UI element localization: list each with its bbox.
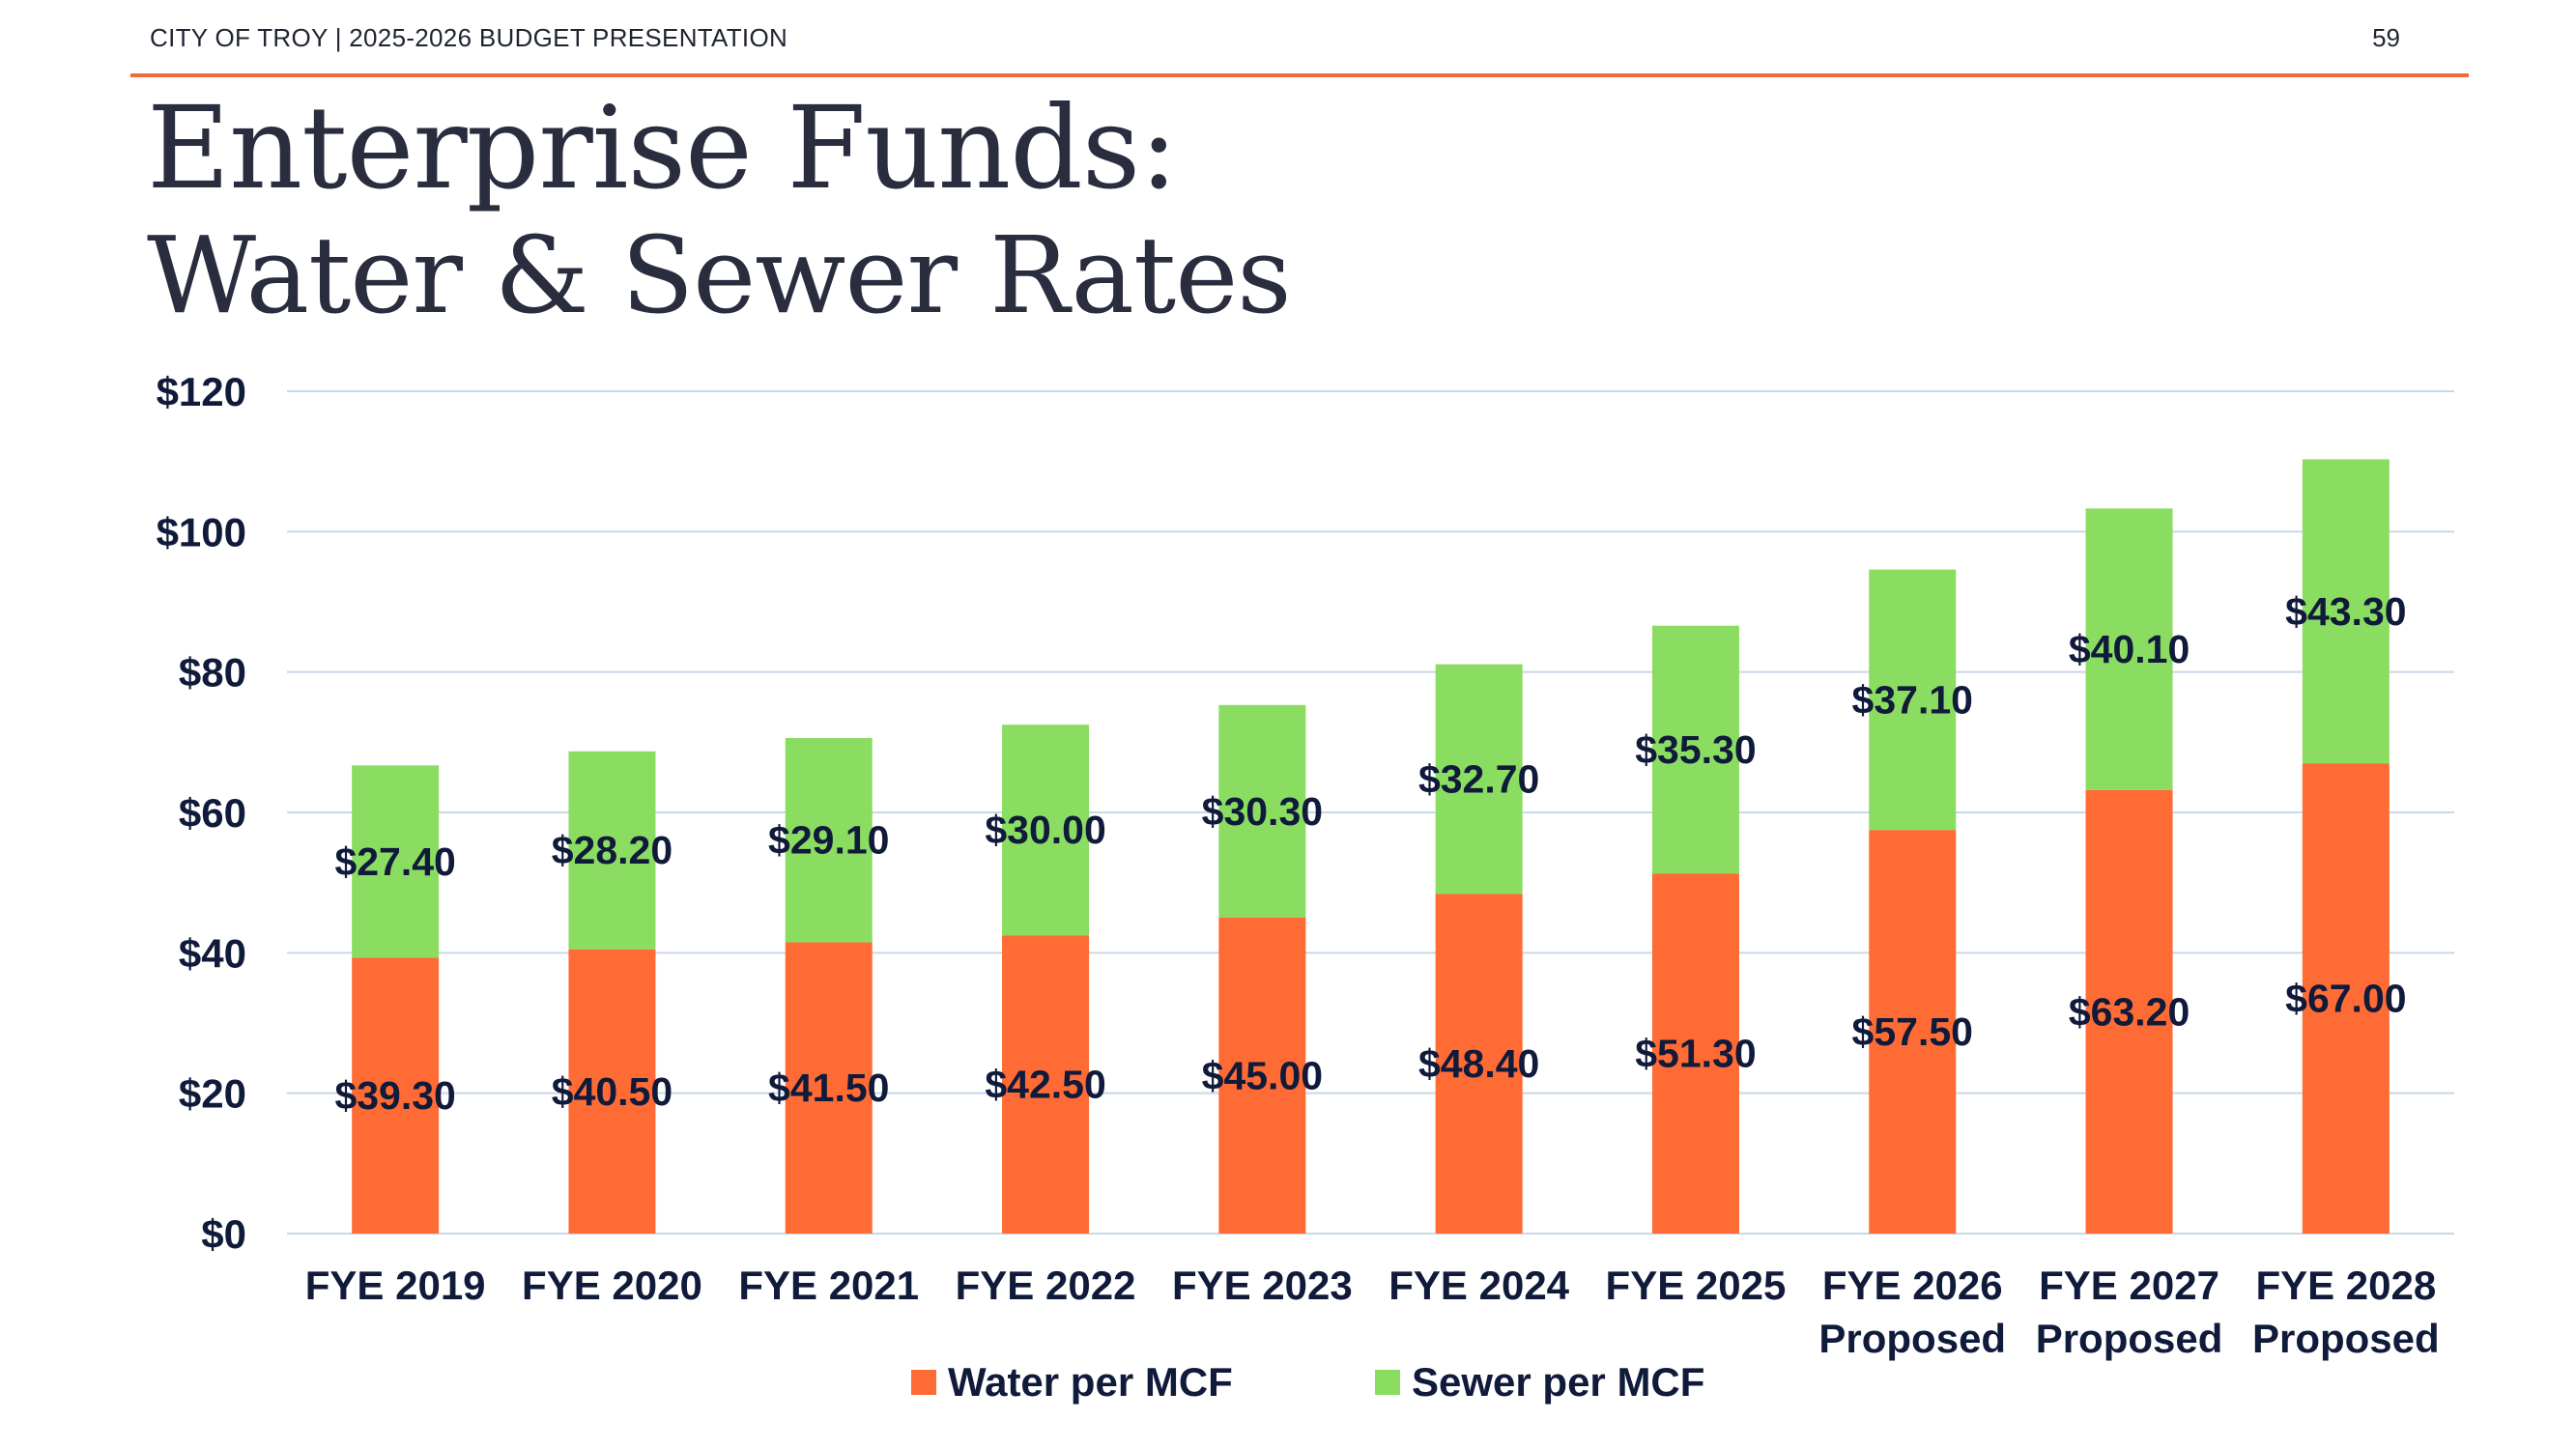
data-label-sewer: $28.20 — [552, 828, 673, 872]
x-category-label: Proposed — [2036, 1316, 2223, 1361]
x-category-label: FYE 2019 — [305, 1263, 486, 1308]
bar-sewer — [1002, 724, 1090, 936]
bar-sewer — [2302, 459, 2390, 764]
legend-label: Water per MCF — [948, 1359, 1233, 1405]
header-divider — [130, 73, 2469, 77]
data-label-sewer: $27.40 — [334, 839, 455, 884]
data-label-water: $67.00 — [2285, 977, 2406, 1021]
data-label-water: $48.40 — [1418, 1041, 1539, 1086]
bar-sewer — [1869, 569, 1957, 831]
bar-water — [2085, 789, 2173, 1234]
bar-water — [568, 949, 656, 1234]
data-label-water: $40.50 — [552, 1069, 673, 1114]
y-tick-label: $20 — [179, 1071, 246, 1117]
presentation-header: CITY OF TROY | 2025-2026 BUDGET PRESENTA… — [150, 23, 788, 52]
data-label-sewer: $30.30 — [1202, 789, 1323, 834]
data-label-water: $41.50 — [768, 1065, 889, 1110]
data-labels: $39.30 $27.40 $40.50 $28.20 $41.50 $29.10 $42.… — [334, 589, 2406, 1118]
page-number: 59 — [2372, 23, 2400, 52]
bar-sewer — [785, 737, 873, 943]
y-tick-label: $120 — [157, 369, 246, 414]
x-category-label: FYE 2026 — [1822, 1263, 2003, 1308]
page-title: Enterprise Funds: — [147, 81, 1178, 214]
x-category-label: FYE 2023 — [1172, 1263, 1353, 1308]
x-category-label: Proposed — [2252, 1316, 2440, 1361]
data-label-water: $42.50 — [985, 1063, 1105, 1107]
legend-label: Sewer per MCF — [1412, 1359, 1704, 1405]
x-category-label: FYE 2024 — [1388, 1263, 1569, 1308]
x-category-label: FYE 2027 — [2039, 1263, 2219, 1308]
bar-sewer — [568, 751, 656, 950]
y-tick-label: $40 — [179, 930, 246, 976]
x-category-label: FYE 2025 — [1606, 1263, 1787, 1308]
bar-water — [785, 942, 873, 1234]
data-label-water: $45.00 — [1202, 1054, 1323, 1098]
data-label-sewer: $29.10 — [768, 818, 889, 863]
bars — [352, 459, 2390, 1234]
bar-sewer — [1218, 704, 1306, 918]
data-label-water: $63.20 — [2069, 989, 2190, 1034]
data-label-sewer: $43.30 — [2285, 589, 2406, 634]
legend-swatch — [911, 1370, 936, 1395]
x-category-label: FYE 2020 — [522, 1263, 702, 1308]
bar-water — [1218, 918, 1306, 1234]
y-tick-label: $100 — [157, 509, 246, 554]
data-label-sewer: $35.30 — [1635, 727, 1756, 772]
bar-sewer — [1435, 664, 1523, 895]
x-category-label: FYE 2021 — [738, 1263, 919, 1308]
bar-water — [352, 957, 440, 1234]
data-label-sewer: $37.10 — [1852, 677, 1973, 722]
y-tick-label: $80 — [179, 650, 246, 696]
x-category-label: FYE 2028 — [2255, 1263, 2436, 1308]
legend: Water per MCF Sewer per MCF — [911, 1359, 1704, 1405]
y-tick-label: $60 — [179, 790, 246, 836]
x-category-label: Proposed — [1818, 1316, 2006, 1361]
data-label-sewer: $30.00 — [985, 808, 1105, 852]
bar-water — [1435, 894, 1523, 1234]
bar-water — [1002, 935, 1090, 1234]
bar-sewer — [352, 765, 440, 958]
legend-swatch — [1375, 1370, 1400, 1395]
page-subtitle: Water & Sewer Rates — [147, 213, 1292, 337]
data-label-water: $57.50 — [1852, 1009, 1973, 1054]
bar-water — [2302, 763, 2390, 1234]
y-tick-label: $0 — [201, 1211, 246, 1257]
data-label-sewer: $32.70 — [1418, 756, 1539, 801]
bar-water — [1869, 830, 1957, 1234]
bar-water — [1651, 873, 1739, 1234]
x-axis-categories: FYE 2019 FYE 2020 FYE 2021 FYE 2022 FYE 2023… — [305, 1263, 2440, 1361]
bar-sewer — [2085, 508, 2173, 790]
data-label-sewer: $40.10 — [2069, 627, 2190, 671]
y-axis-ticks: $0 $20 $40 $60 $80 $100 $120 — [157, 369, 246, 1257]
bar-sewer — [1651, 625, 1739, 874]
x-category-label: FYE 2022 — [956, 1263, 1136, 1308]
data-label-water: $39.30 — [334, 1073, 455, 1118]
data-label-water: $51.30 — [1635, 1032, 1756, 1076]
